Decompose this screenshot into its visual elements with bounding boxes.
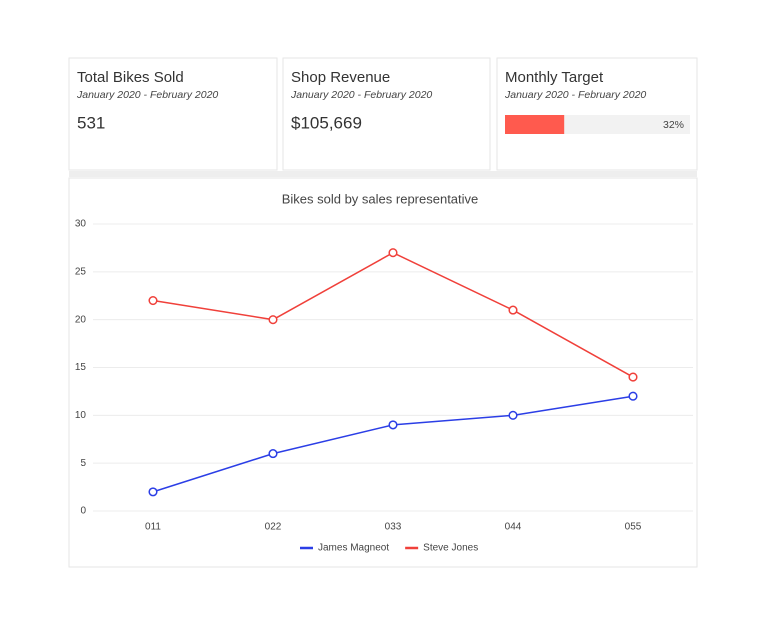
card — [68, 57, 278, 171]
data-point — [388, 420, 398, 430]
card-subtitle: January 2020 - February 2020 — [504, 89, 646, 101]
x-tick-label: 055 — [625, 522, 642, 533]
y-tick-label: 5 — [80, 458, 86, 469]
data-point — [148, 487, 158, 497]
divider — [69, 171, 697, 177]
chart-title: Bikes sold by sales representative — [282, 191, 479, 206]
chart-panel — [68, 177, 698, 568]
card-title: Monthly Target — [505, 69, 604, 86]
legend-label: Steve Jones — [423, 543, 478, 554]
data-point — [148, 295, 158, 306]
x-tick-label: 022 — [265, 522, 282, 533]
x-tick-label: 011 — [145, 522, 161, 533]
data-point — [388, 248, 398, 258]
data-point — [628, 391, 638, 401]
y-tick-label: 10 — [75, 410, 87, 421]
card — [496, 57, 698, 171]
card-value: $105,669 — [291, 113, 362, 132]
x-tick-label: 044 — [505, 522, 522, 533]
card-subtitle: January 2020 - February 2020 — [290, 89, 432, 101]
progress-label: 32% — [663, 119, 684, 131]
data-point — [508, 410, 518, 420]
data-point — [268, 449, 278, 459]
legend-label: James Magneot — [318, 543, 389, 554]
x-tick-label: 033 — [385, 522, 402, 533]
progress-bar — [505, 115, 565, 134]
y-tick-label: 25 — [75, 266, 87, 277]
data-point — [268, 315, 278, 325]
y-tick-label: 20 — [75, 314, 87, 325]
y-tick-label: 30 — [75, 219, 87, 230]
card-title: Shop Revenue — [291, 69, 390, 86]
card — [282, 57, 491, 171]
data-point — [508, 305, 518, 315]
y-tick-label: 15 — [75, 362, 87, 373]
y-tick-label: 0 — [80, 506, 86, 517]
card-value: 531 — [77, 113, 105, 132]
card-title: Total Bikes Sold — [77, 69, 184, 86]
data-point — [628, 372, 638, 382]
card-subtitle: January 2020 - February 2020 — [76, 89, 218, 101]
